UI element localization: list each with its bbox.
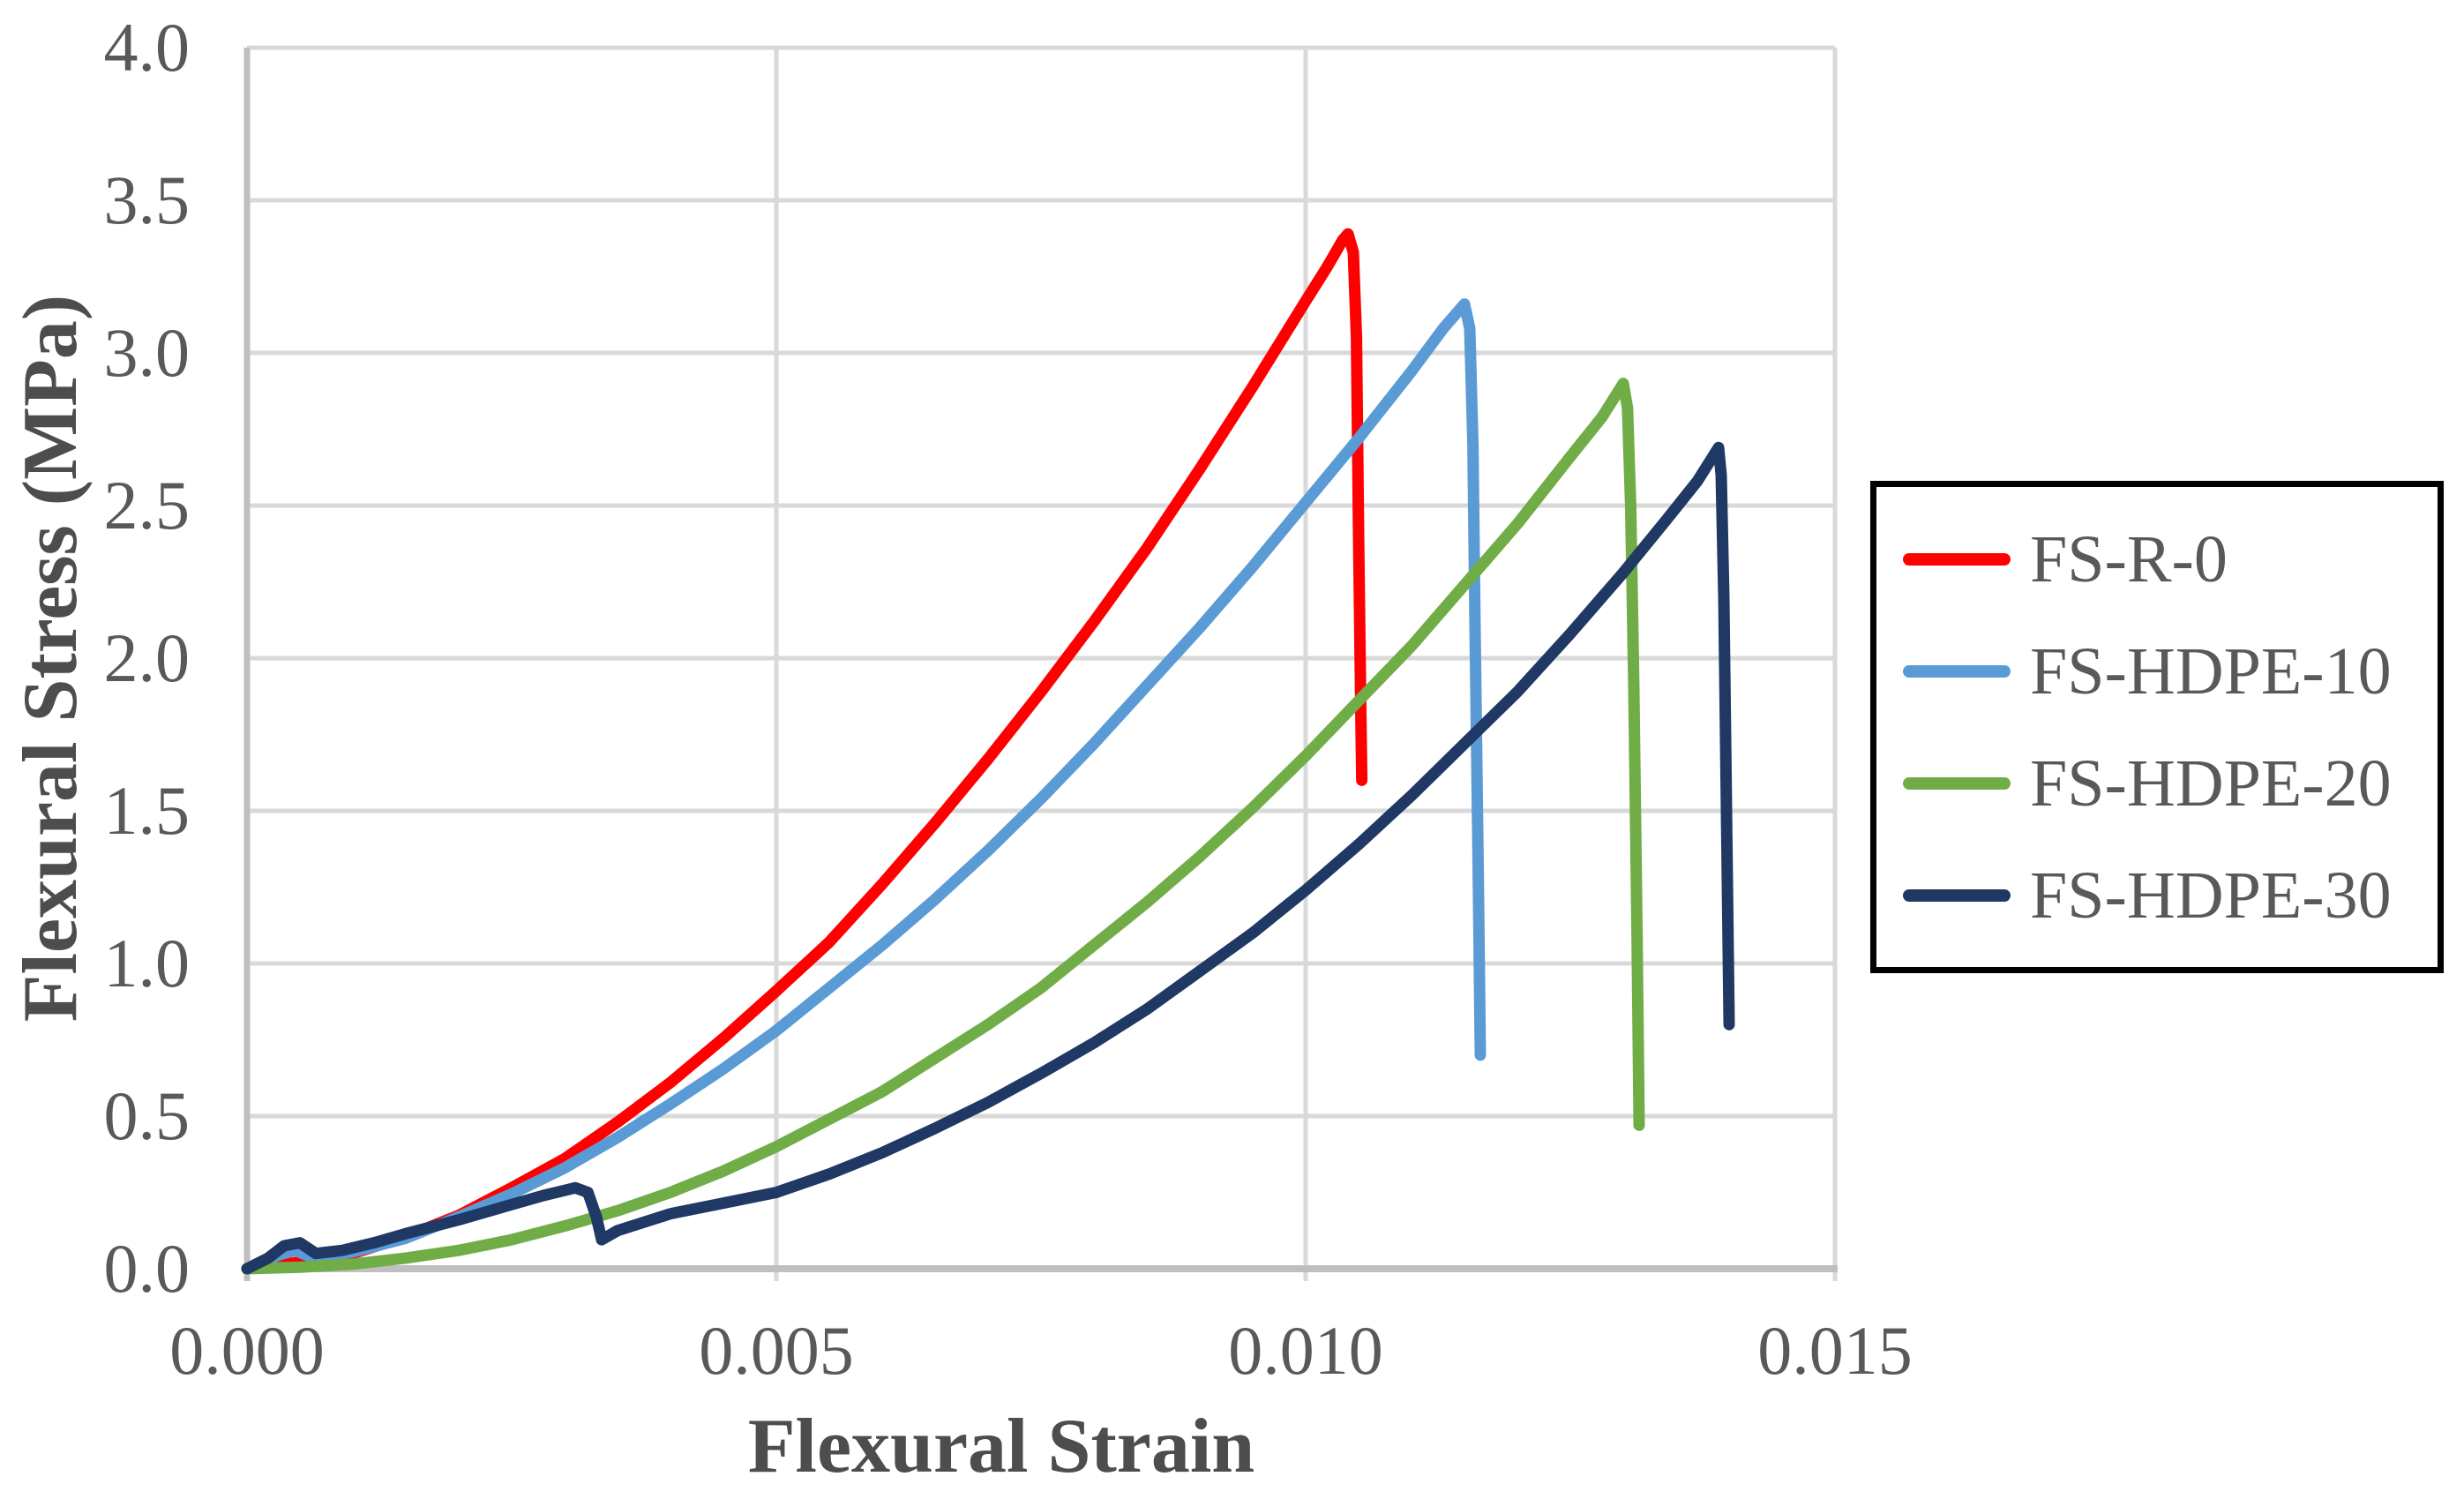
x-axis-title: Flexural Strain <box>747 1404 1255 1489</box>
x-tick-label: 0.015 <box>1757 1312 1913 1389</box>
y-tick-label: 2.5 <box>103 467 191 543</box>
legend-label: FS-R-0 <box>2030 521 2228 596</box>
y-tick-label: 0.5 <box>103 1077 191 1154</box>
y-tick-label: 3.0 <box>103 314 191 391</box>
legend-item: FS-HDPE-20 <box>1903 750 2438 817</box>
legend-label: FS-HDPE-20 <box>2030 746 2392 821</box>
series-line-sample-icon <box>1903 888 2011 902</box>
series-line-fs-hdpe-20 <box>241 378 1645 1275</box>
legend-item: FS-HDPE-30 <box>1903 862 2438 929</box>
legend-item: FS-R-0 <box>1903 526 2438 593</box>
x-tick-label: 0.005 <box>699 1312 854 1389</box>
legend-label: FS-HDPE-10 <box>2030 633 2392 708</box>
x-tick-label: 0.010 <box>1228 1312 1383 1389</box>
series-line-sample-icon <box>1903 776 2011 790</box>
legend-item: FS-HDPE-10 <box>1903 638 2438 705</box>
series-line-fs-hdpe-10 <box>241 298 1487 1275</box>
y-tick-label: 1.0 <box>103 925 191 1001</box>
series-line-sample-icon <box>1903 552 2011 566</box>
series-line-fs-r-0 <box>241 228 1368 1275</box>
series-line-fs-hdpe-30 <box>241 441 1735 1275</box>
y-axis-title: Flexural Stress (MPa) <box>8 294 94 1023</box>
x-tick-label: 0.000 <box>169 1312 325 1389</box>
legend-box: FS-R-0 FS-HDPE-10 FS-HDPE-20 FS-HDPE-30 <box>1870 481 2444 973</box>
y-tick-label: 1.5 <box>103 772 191 849</box>
y-tick-label: 4.0 <box>103 9 191 86</box>
y-tick-label: 2.0 <box>103 619 191 696</box>
legend-label: FS-HDPE-30 <box>2030 858 2392 933</box>
series-line-sample-icon <box>1903 664 2011 678</box>
y-tick-label: 0.0 <box>103 1230 191 1307</box>
y-tick-label: 3.5 <box>103 161 191 238</box>
